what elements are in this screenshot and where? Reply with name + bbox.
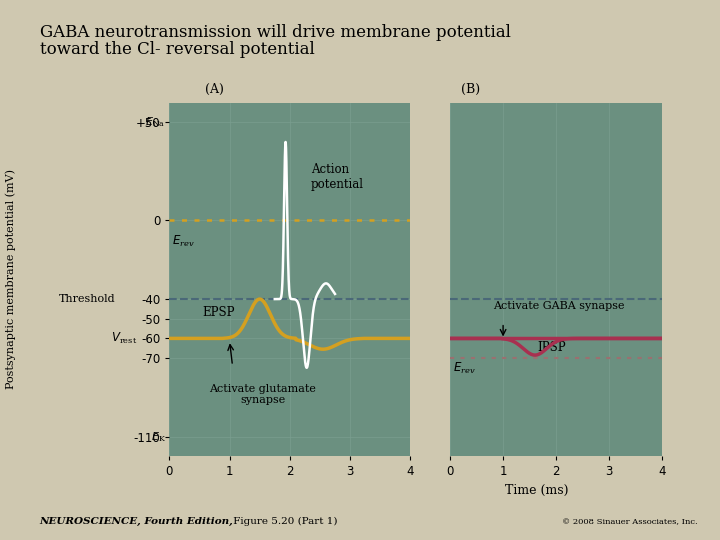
Text: Threshold: Threshold: [58, 294, 115, 304]
Text: $V_{\mathregular{rest}}$: $V_{\mathregular{rest}}$: [110, 331, 137, 346]
Text: © 2008 Sinauer Associates, Inc.: © 2008 Sinauer Associates, Inc.: [562, 518, 697, 526]
Text: GABA neurotransmission will drive membrane potential: GABA neurotransmission will drive membra…: [40, 24, 510, 41]
Text: Postsynaptic membrane potential (mV): Postsynaptic membrane potential (mV): [6, 170, 16, 389]
Text: NEUROSCIENCE, Fourth Edition,: NEUROSCIENCE, Fourth Edition,: [40, 517, 233, 526]
Text: $E_{\mathregular{rev}}$: $E_{\mathregular{rev}}$: [453, 361, 475, 376]
Text: IPSP: IPSP: [538, 341, 566, 354]
Text: $E_{\mathregular{K}}$: $E_{\mathregular{K}}$: [150, 430, 166, 443]
Text: Time (ms): Time (ms): [505, 484, 568, 497]
Text: toward the Cl- reversal potential: toward the Cl- reversal potential: [40, 40, 315, 57]
Text: Figure 5.20 (Part 1): Figure 5.20 (Part 1): [230, 517, 338, 526]
Text: (A): (A): [205, 83, 224, 96]
Text: $E_{\mathregular{rev}}$: $E_{\mathregular{rev}}$: [172, 234, 195, 249]
Text: Activate GABA synapse: Activate GABA synapse: [493, 301, 625, 311]
Text: EPSP: EPSP: [202, 306, 235, 319]
Text: Activate glutamate
synapse: Activate glutamate synapse: [210, 383, 316, 405]
Text: Action
potential: Action potential: [311, 163, 364, 191]
Text: $E_{\mathregular{Na}}$: $E_{\mathregular{Na}}$: [145, 116, 166, 129]
Text: (B): (B): [461, 83, 480, 96]
